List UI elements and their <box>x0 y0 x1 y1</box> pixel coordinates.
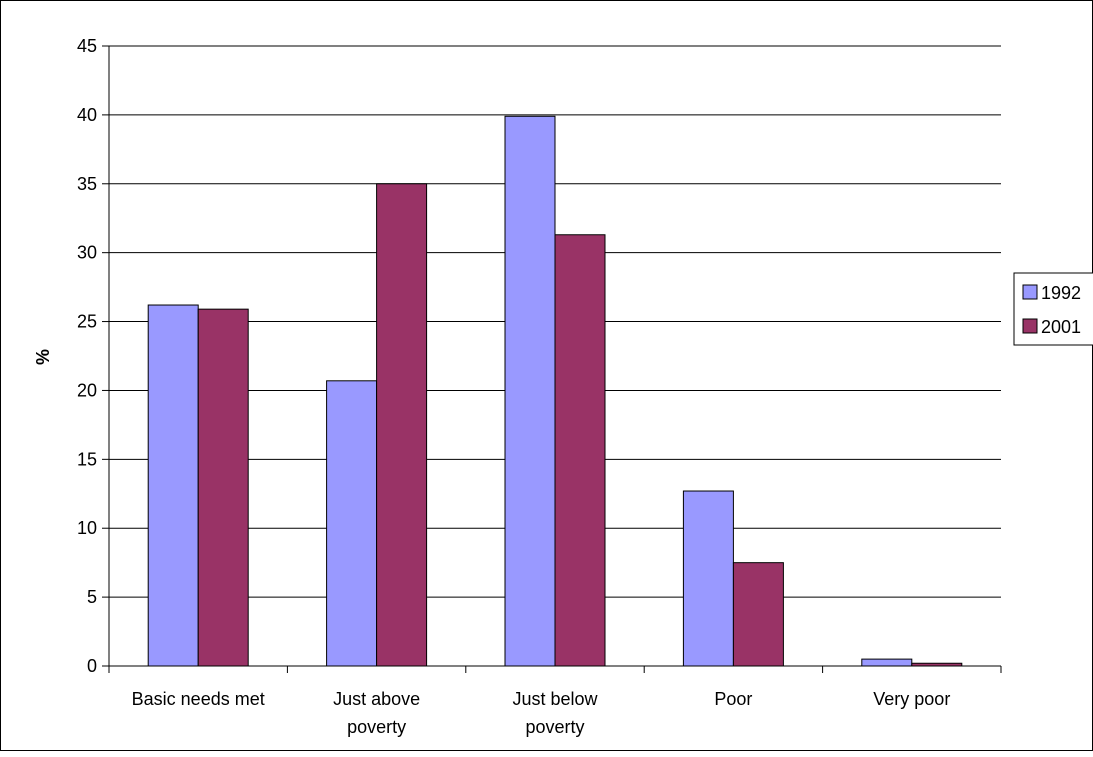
legend: 1992 2001 <box>1013 272 1093 346</box>
x-tick-label: Basic needs met <box>132 689 265 709</box>
legend-label: 1992 <box>1041 283 1081 303</box>
x-tick-label: poverty <box>525 717 584 737</box>
y-axis-label: % <box>33 349 53 365</box>
bars <box>147 115 963 667</box>
y-tick-label: 30 <box>77 243 97 263</box>
bar-1992 <box>326 380 378 667</box>
axes <box>102 45 1002 673</box>
y-tick-label: 5 <box>87 587 97 607</box>
bar-2001 <box>197 308 249 667</box>
y-tick-label: 35 <box>77 174 97 194</box>
bar-2001 <box>732 562 784 667</box>
x-tick-label: Just below <box>512 689 598 709</box>
bar-1992 <box>147 304 199 667</box>
bar-1992 <box>682 490 734 667</box>
y-tick-labels: 0 5 10 15 20 25 30 35 40 45 <box>77 36 97 676</box>
bar-1992 <box>504 115 556 667</box>
x-tick-label: Just above <box>333 689 420 709</box>
x-tick-label: Poor <box>714 689 752 709</box>
x-tick-label: Very poor <box>873 689 950 709</box>
legend-label: 2001 <box>1041 317 1081 337</box>
bar-2001 <box>376 183 428 667</box>
y-tick-label: 45 <box>77 36 97 56</box>
bar-1992 <box>861 658 913 667</box>
bar-2001 <box>554 234 606 667</box>
y-tick-label: 25 <box>77 312 97 332</box>
legend-swatch <box>1022 284 1038 300</box>
y-tick-label: 0 <box>87 656 97 676</box>
x-tick-labels: Basic needs met Just above poverty Just bel… <box>132 689 951 737</box>
x-tick-label: poverty <box>347 717 406 737</box>
y-tick-label: 20 <box>77 380 97 400</box>
y-tick-label: 10 <box>77 518 97 538</box>
y-tick-label: 40 <box>77 105 97 125</box>
legend-swatch <box>1022 318 1038 334</box>
y-tick-label: 15 <box>77 449 97 469</box>
